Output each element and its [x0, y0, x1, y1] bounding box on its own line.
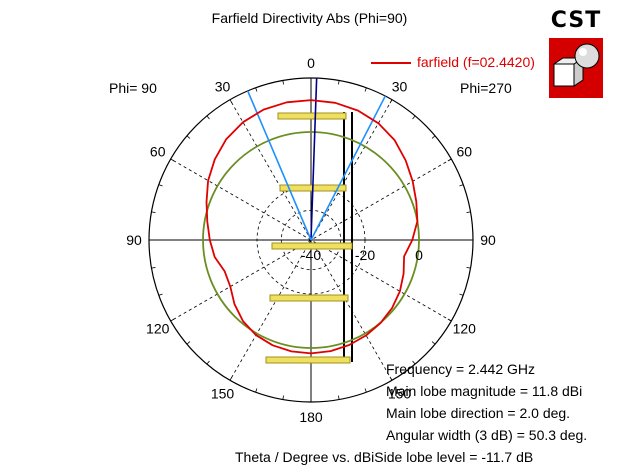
logo-mark: [549, 38, 603, 98]
radial-tick-label: 0: [415, 247, 423, 263]
angle-tick: [466, 211, 471, 213]
series-line-farfield: [205, 99, 419, 355]
antenna-element: [265, 356, 351, 364]
angle-tick: [412, 115, 416, 120]
angle-tick: [389, 376, 393, 381]
cst-logo: CST: [545, 8, 607, 102]
angle-tick: [151, 267, 156, 269]
angle-tick: [282, 80, 284, 85]
antenna-element: [269, 294, 349, 302]
main-lobe-direction-line: [310, 78, 318, 241]
logo-shapes-icon: [552, 43, 600, 87]
angle-tick-label: 60: [150, 144, 166, 160]
angle-tick-label: 90: [126, 232, 142, 248]
angle-tick-label: 90: [480, 232, 496, 248]
angle-tick: [229, 376, 233, 381]
tick-label-layer: 0 30 60 90 120 150 180 150 120 90 60 30 -40 -20 0: [126, 55, 496, 425]
angle-tick: [447, 158, 452, 162]
angle-tick: [412, 360, 416, 365]
angular-width-readout: Angular width (3 dB) = 50.3 deg.: [386, 427, 588, 443]
phi-left-label: Phi= 90: [109, 80, 157, 96]
angle-tick: [431, 135, 436, 139]
angle-tick: [158, 293, 163, 296]
angle-tick: [255, 87, 258, 92]
angle-tick: [151, 211, 156, 213]
chart-title: Farfield Directivity Abs (Phi=90): [211, 10, 408, 26]
angle-tick-label: 30: [392, 79, 408, 95]
legend-swatch: [371, 62, 411, 64]
angle-tick: [466, 267, 471, 269]
antenna-element: [271, 242, 353, 250]
main-lobe-magnitude-readout: Main lobe magnitude = 11.8 dBi: [386, 383, 583, 399]
angle-tick: [447, 318, 452, 322]
angle-tick: [255, 388, 258, 393]
legend-entry: farfield (f=02.4420): [417, 54, 535, 70]
angle-tick-label: 180: [299, 409, 323, 425]
angle-tick: [338, 80, 340, 85]
angle-tick: [158, 184, 163, 187]
frequency-readout: Frequency = 2.442 GHz: [386, 361, 536, 377]
angle-tick-label: 120: [453, 321, 477, 337]
angle-tick-label: 0: [307, 55, 315, 71]
antenna-model-icon: [265, 112, 353, 364]
angle-tick: [389, 99, 393, 104]
reference-layer: [202, 78, 420, 349]
reference-circle-0dB: [202, 131, 420, 349]
angle-tick: [186, 135, 191, 139]
angle-tick: [364, 87, 367, 92]
side-lobe-readout: Side lobe level = -11.7 dB: [374, 449, 534, 465]
x-axis-label: Theta / Degree vs. dBi: [235, 449, 375, 465]
angle-tick-label: 120: [146, 321, 170, 337]
radial-tick-label: -40: [301, 247, 321, 263]
angle-tick: [170, 318, 175, 322]
angle-tick: [282, 395, 284, 400]
main-lobe-direction-readout: Main lobe direction = 2.0 deg.: [386, 405, 571, 421]
series-layer: [205, 99, 419, 355]
logo-text: CST: [550, 8, 602, 33]
results-panel: Frequency = 2.442 GHz Main lobe magnitud…: [386, 358, 587, 446]
angle-tick: [229, 99, 233, 104]
angle-tick: [206, 115, 210, 120]
angle-tick-label: 150: [388, 385, 412, 401]
angle-tick: [459, 293, 464, 296]
phi-right-label: Phi=270: [460, 80, 512, 96]
angle-tick: [459, 184, 464, 187]
angle-tick: [338, 395, 340, 400]
beamwidth-edge-line: [246, 90, 312, 241]
antenna-element: [277, 112, 347, 120]
angle-tick-label: 30: [215, 79, 231, 95]
angle-tick: [170, 158, 175, 162]
angle-tick: [186, 341, 191, 345]
radial-tick-label: -20: [355, 247, 375, 263]
angle-tick: [364, 388, 367, 393]
angle-tick-label: 150: [211, 385, 235, 401]
x-axis-label-and-side-lobe: Theta / Degree vs. dBiSide lobe level = …: [235, 449, 533, 465]
angle-tick: [206, 360, 210, 365]
angle-tick: [431, 341, 436, 345]
angle-tick-label: 60: [456, 144, 472, 160]
